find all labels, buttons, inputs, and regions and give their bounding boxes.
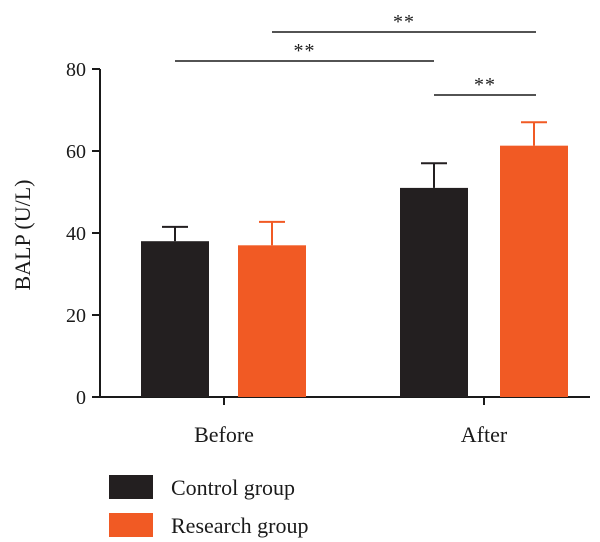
legend-swatch [109,475,153,499]
legend-swatch [109,513,153,537]
axes: 0 20 40 60 80 BALP (U/L) Before After [10,59,590,447]
y-tick-label: 80 [66,59,86,81]
legend-label: Research group [171,513,308,538]
significance-brackets: ** ** ** [175,11,536,96]
y-tick-label: 0 [76,387,86,409]
bar [141,241,209,397]
significance-label: ** [393,11,415,33]
bars [141,145,568,397]
legend-label: Control group [171,475,295,500]
y-tick-label: 40 [66,223,86,245]
y-axis-title: BALP (U/L) [10,179,35,290]
legend: Control group Research group [109,475,308,538]
y-tick-label: 60 [66,141,86,163]
x-tick-label: After [461,422,508,447]
error-bars [162,121,547,246]
bar [400,187,468,397]
significance-label: ** [294,40,316,62]
bar [238,245,306,397]
y-tick-label: 20 [66,305,86,327]
x-tick-label: Before [194,422,254,447]
bar [500,145,568,397]
significance-label: ** [474,74,496,96]
